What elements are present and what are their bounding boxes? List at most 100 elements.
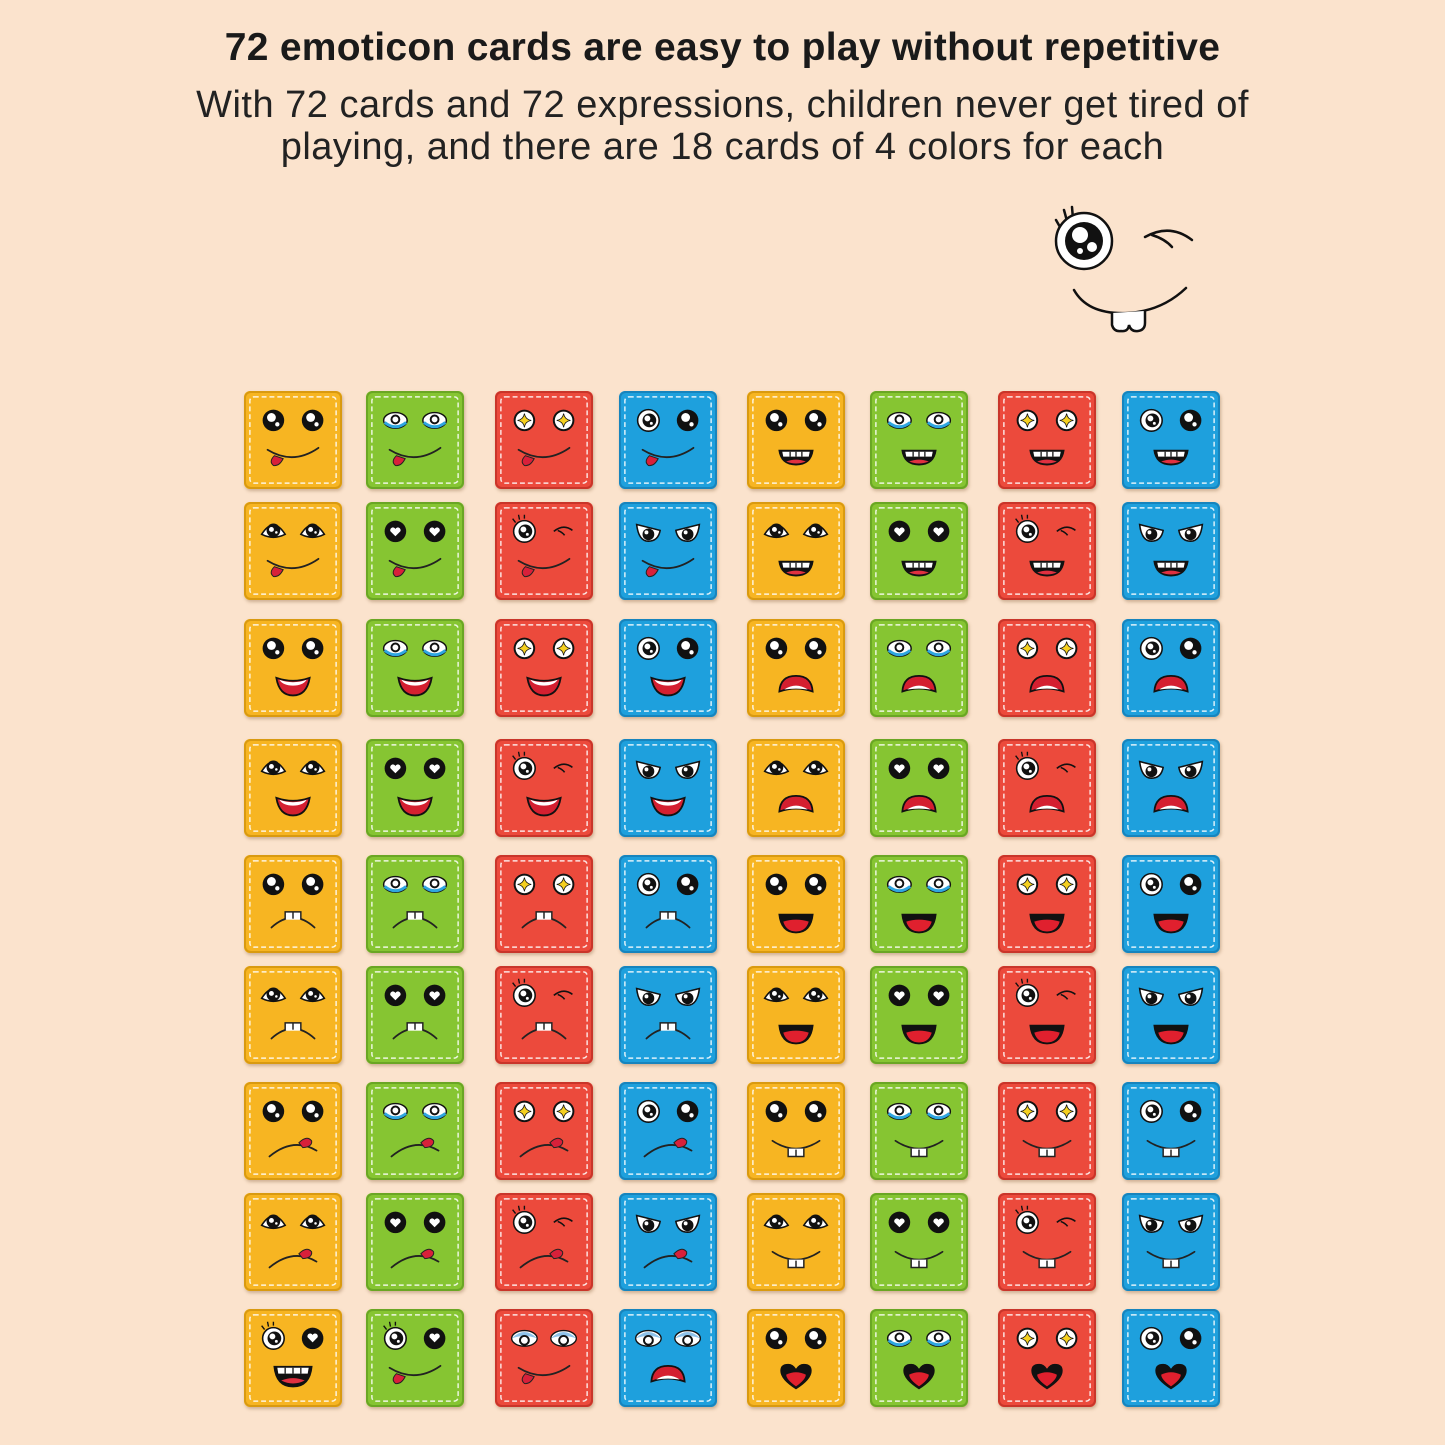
emoticon-card-green-teary-open-smile	[366, 619, 464, 717]
subtitle-line-2: playing, and there are 18 cards of 4 col…	[280, 126, 1165, 168]
face-icon	[1122, 391, 1220, 489]
emoticon-card-green-round-heart-tongue	[366, 1309, 464, 1407]
emoticon-card-green-heart-open-smile	[366, 739, 464, 837]
face-icon	[495, 855, 593, 953]
emoticon-card-yellow-lidded-tongue	[244, 502, 342, 600]
emoticon-card-blue-odd-grin	[1122, 391, 1220, 489]
emoticon-card-yellow-lidded-frown-teeth	[244, 966, 342, 1064]
face-icon	[619, 391, 717, 489]
emoticon-card-blue-angry-open-smile	[619, 739, 717, 837]
face-icon	[495, 502, 593, 600]
emoticon-card-green-heart-big-open	[870, 966, 968, 1064]
face-icon	[747, 1082, 845, 1180]
emoticon-card-yellow-dots-sad-open	[747, 619, 845, 717]
winking-face-icon	[1040, 195, 1210, 340]
face-icon	[1122, 1082, 1220, 1180]
emoticon-card-red-star-open-smile	[495, 619, 593, 717]
emoticon-card-green-heart-frown-teeth	[366, 966, 464, 1064]
face-icon	[366, 391, 464, 489]
emoticon-card-yellow-dots-frown-teeth	[244, 855, 342, 953]
emoticon-card-yellow-dots-big-open	[747, 855, 845, 953]
emoticon-card-blue-odd-buck-smile	[1122, 1082, 1220, 1180]
face-icon	[619, 966, 717, 1064]
face-icon	[244, 855, 342, 953]
face-icon	[1122, 966, 1220, 1064]
face-icon	[747, 619, 845, 717]
face-icon	[495, 1309, 593, 1407]
face-icon	[1122, 619, 1220, 717]
face-icon	[1122, 502, 1220, 600]
subtitle: With 72 cards and 72 expressions, childr…	[0, 84, 1445, 168]
emoticon-card-blue-angry-tongue-frown	[619, 1193, 717, 1291]
emoticon-card-yellow-dots-grin	[747, 391, 845, 489]
face-icon	[870, 619, 968, 717]
face-icon	[244, 1082, 342, 1180]
emoticon-card-red-sleepy-tongue	[495, 1309, 593, 1407]
emoticon-card-yellow-dots-tongue	[244, 391, 342, 489]
emoticon-card-red-wink-big-open	[998, 966, 1096, 1064]
face-icon	[998, 619, 1096, 717]
emoticon-card-green-heart-buck-smile	[870, 1193, 968, 1291]
emoticon-card-red-wink-buck-smile	[998, 1193, 1096, 1291]
emoticon-card-green-heart-tongue-frown	[366, 1193, 464, 1291]
emoticon-card-yellow-dots-tongue-frown	[244, 1082, 342, 1180]
face-icon	[619, 1193, 717, 1291]
emoticon-card-red-star-grin	[998, 391, 1096, 489]
face-icon	[619, 1309, 717, 1407]
face-icon	[244, 502, 342, 600]
face-icon	[366, 619, 464, 717]
face-icon	[870, 502, 968, 600]
emoticon-card-yellow-lidded-big-open	[747, 966, 845, 1064]
emoticon-card-yellow-lidded-open-smile	[244, 739, 342, 837]
emoticon-card-yellow-dots-open-smile	[244, 619, 342, 717]
emoticon-card-blue-angry-big-open	[1122, 966, 1220, 1064]
emoticon-card-green-heart-sad-open	[870, 739, 968, 837]
face-icon	[998, 1082, 1096, 1180]
emoticon-card-blue-odd-open-smile	[619, 619, 717, 717]
emoticon-card-green-teary-sad-open	[870, 619, 968, 717]
emoticon-card-green-teary-big-open	[870, 855, 968, 953]
emoticon-card-red-wink-frown-teeth	[495, 966, 593, 1064]
face-icon	[998, 502, 1096, 600]
emoticon-card-yellow-lidded-grin	[747, 502, 845, 600]
face-icon	[1122, 1309, 1220, 1407]
face-icon	[366, 855, 464, 953]
emoticon-card-yellow-lidded-tongue-frown	[244, 1193, 342, 1291]
face-icon	[747, 1309, 845, 1407]
emoticon-card-blue-angry-buck-smile	[1122, 1193, 1220, 1291]
face-icon	[870, 855, 968, 953]
face-icon	[366, 1082, 464, 1180]
emoticon-card-blue-odd-big-open	[1122, 855, 1220, 953]
face-icon	[747, 1193, 845, 1291]
emoticon-card-blue-angry-tongue	[619, 502, 717, 600]
face-icon	[619, 502, 717, 600]
emoticon-card-red-star-tongue	[495, 391, 593, 489]
emoticon-card-red-star-sad-open	[998, 619, 1096, 717]
face-icon	[747, 502, 845, 600]
face-icon	[1122, 739, 1220, 837]
face-icon	[495, 619, 593, 717]
face-icon	[998, 1193, 1096, 1291]
face-icon	[998, 855, 1096, 953]
face-icon	[747, 855, 845, 953]
face-icon	[870, 966, 968, 1064]
emoticon-card-red-star-big-open	[998, 855, 1096, 953]
emoticon-card-red-star-frown-teeth	[495, 855, 593, 953]
face-icon	[998, 739, 1096, 837]
face-icon	[366, 1309, 464, 1407]
emoticon-card-blue-odd-heart	[1122, 1309, 1220, 1407]
face-icon	[619, 619, 717, 717]
face-icon	[870, 739, 968, 837]
emoticon-card-blue-odd-tongue	[619, 391, 717, 489]
face-icon	[366, 966, 464, 1064]
emoticon-card-green-teary-frown-teeth	[366, 855, 464, 953]
face-icon	[1122, 1193, 1220, 1291]
emoticon-card-red-wink-tongue	[495, 502, 593, 600]
emoticon-card-yellow-dots-buck-smile	[747, 1082, 845, 1180]
emoticon-card-green-teary-tongue-frown	[366, 1082, 464, 1180]
emoticon-card-green-heart-grin	[870, 502, 968, 600]
emoticon-card-blue-angry-grin	[1122, 502, 1220, 600]
face-icon	[747, 739, 845, 837]
face-icon	[998, 391, 1096, 489]
emoticon-card-green-teary-heart	[870, 1309, 968, 1407]
